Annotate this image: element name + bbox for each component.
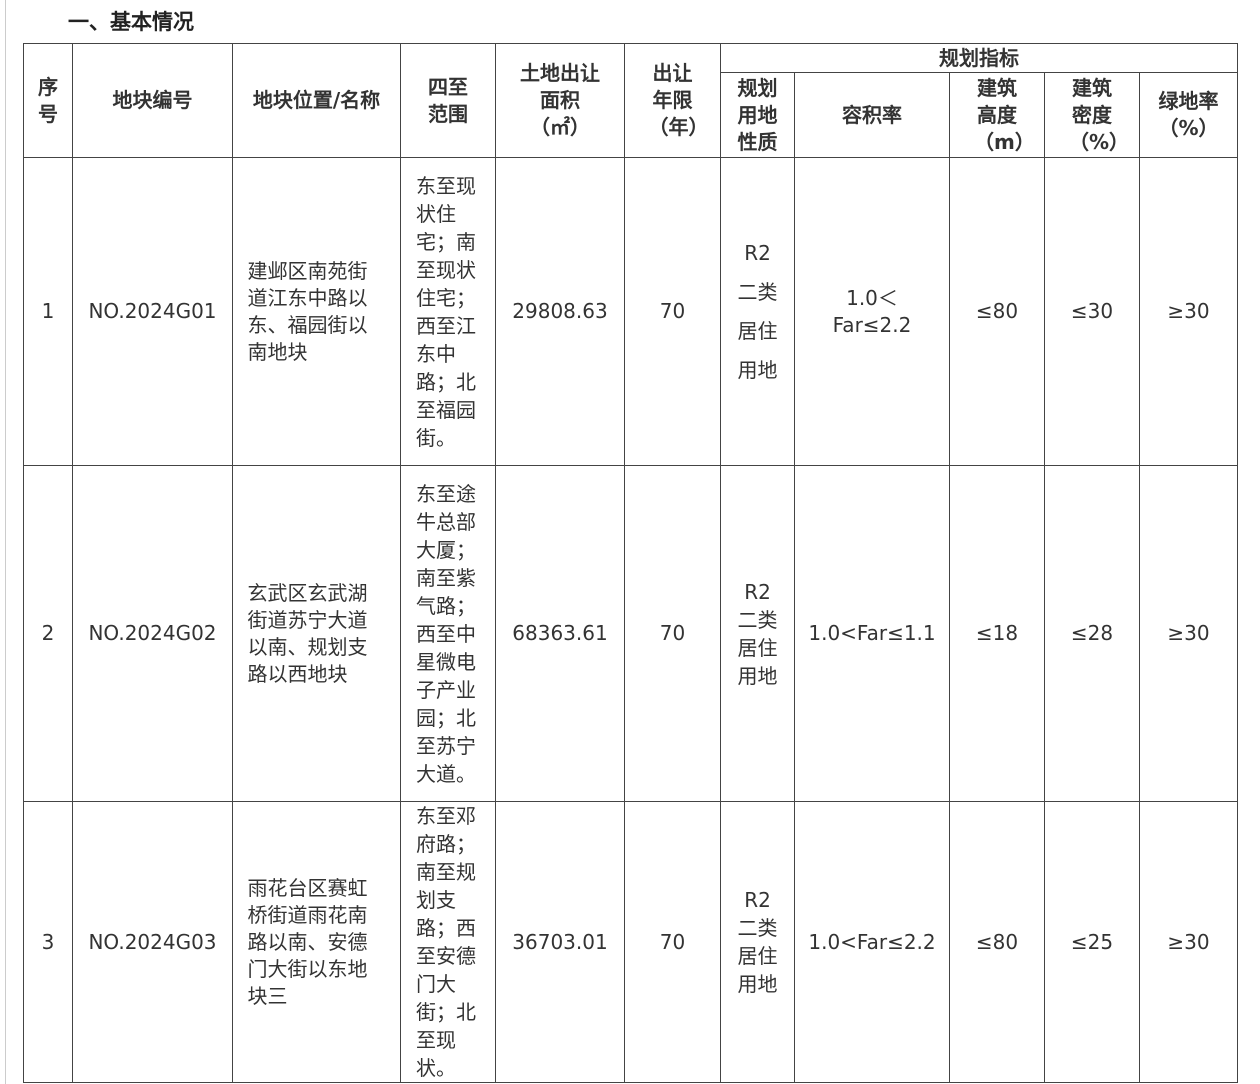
cell-code: NO.2024G03: [72, 801, 233, 1083]
cell-density-text: ≤28: [1070, 621, 1114, 645]
cell-density-text: ≤30: [1070, 299, 1114, 323]
cell-location: 建邺区南苑街道江东中路以东、福园街以南地块: [232, 157, 401, 466]
cell-height: ≤80: [949, 801, 1045, 1083]
cell-green-text: ≥30: [1167, 929, 1210, 954]
table-row: 2 NO.2024G02 玄武区玄武湖街道苏宁大道以南、规划支路以西地块 东至途牛总部…: [23, 465, 1238, 802]
cell-land-use-text: R2二类居住用地: [737, 240, 778, 382]
cell-green: ≥30: [1139, 157, 1238, 466]
cell-code-text: NO.2024G02: [88, 621, 217, 645]
cell-term-text: 70: [659, 621, 686, 645]
cell-area: 29808.63: [495, 157, 625, 466]
cell-green-text: ≥30: [1167, 299, 1210, 323]
cell-code: NO.2024G01: [72, 157, 233, 466]
cell-density: ≤30: [1044, 157, 1140, 466]
land-parcel-table: 序号 地块编号 地块位置/名称 四至范围 土地出让面积（㎡） 出让年限（年） 规…: [23, 43, 1238, 1083]
cell-height: ≤18: [949, 465, 1045, 802]
section-title: 一、基本情况: [68, 10, 194, 34]
cell-bounds: 东至途牛总部大厦；南至紫气路；西至中星微电子产业园；北至苏宁大道。: [400, 465, 496, 802]
cell-height: ≤80: [949, 157, 1045, 466]
cell-height-text: ≤80: [975, 299, 1019, 323]
cell-area-text: 29808.63: [512, 299, 608, 323]
cell-area-text: 68363.61: [512, 621, 608, 645]
cell-seq-text: 2: [41, 621, 55, 645]
header-planning: 规划指标: [720, 43, 1238, 73]
header-seq: 序号: [23, 43, 73, 158]
cell-term: 70: [624, 465, 721, 802]
cell-land-use-text: R2二类居住用地: [737, 579, 778, 688]
header-density: 建筑密度（%）: [1044, 72, 1140, 158]
cell-density-text: ≤25: [1070, 929, 1114, 954]
header-height: 建筑高度（m）: [949, 72, 1045, 158]
cell-green: ≥30: [1139, 465, 1238, 802]
cell-seq: 1: [23, 157, 73, 466]
cell-far: 1.0<Far≤1.1: [794, 465, 950, 802]
cell-far-text: 1.0<Far≤2.2: [808, 929, 936, 954]
cell-code: NO.2024G02: [72, 465, 233, 802]
cell-green-text: ≥30: [1167, 621, 1210, 645]
cell-land-use: R2二类居住用地: [720, 465, 795, 802]
cell-term-text: 70: [659, 929, 686, 954]
header-bounds: 四至范围: [400, 43, 496, 158]
cell-term-text: 70: [659, 299, 686, 323]
cell-height-text: ≤80: [975, 929, 1019, 954]
header-term: 出让年限（年）: [624, 43, 721, 158]
cell-term: 70: [624, 801, 721, 1083]
header-green: 绿地率（%）: [1139, 72, 1238, 158]
cell-far: 1.0＜Far≤2.2: [794, 157, 950, 466]
page-edge: [5, 0, 6, 1084]
cell-height-text: ≤18: [975, 621, 1019, 645]
cell-term: 70: [624, 157, 721, 466]
cell-code-text: NO.2024G03: [88, 929, 217, 954]
cell-area-text: 36703.01: [512, 929, 608, 954]
header-far: 容积率: [794, 72, 950, 158]
table-row: 1 NO.2024G01 建邺区南苑街道江东中路以东、福园街以南地块 东至现状住宅；南…: [23, 157, 1238, 466]
cell-land-use-text: R2二类居住用地: [737, 888, 778, 996]
cell-code-text: NO.2024G01: [88, 299, 217, 323]
table-row: 3 NO.2024G03 雨花台区赛虹桥街道雨花南路以南、安德门大街以东地块三 东至邓…: [23, 801, 1238, 1083]
cell-bounds-text: 东至途牛总部大厦；南至紫气路；西至中星微电子产业园；北至苏宁大道。: [416, 481, 476, 786]
cell-location: 玄武区玄武湖街道苏宁大道以南、规划支路以西地块: [232, 465, 401, 802]
cell-location: 雨花台区赛虹桥街道雨花南路以南、安德门大街以东地块三: [232, 801, 401, 1083]
cell-seq-text: 3: [41, 929, 55, 954]
cell-seq: 3: [23, 801, 73, 1083]
cell-far-text: 1.0<Far≤1.1: [808, 621, 936, 645]
cell-seq-text: 1: [41, 299, 55, 323]
cell-density: ≤25: [1044, 801, 1140, 1083]
cell-far: 1.0<Far≤2.2: [794, 801, 950, 1083]
cell-area: 68363.61: [495, 465, 625, 802]
cell-land-use: R2二类居住用地: [720, 801, 795, 1083]
cell-density: ≤28: [1044, 465, 1140, 802]
cell-seq: 2: [23, 465, 73, 802]
header-land-use: 规划用地性质: [720, 72, 795, 158]
cell-location-text: 建邺区南苑街道江东中路以东、福园街以南地块: [247, 258, 368, 364]
cell-location-text: 玄武区玄武湖街道苏宁大道以南、规划支路以西地块: [247, 580, 368, 686]
header-location: 地块位置/名称: [232, 43, 401, 158]
cell-land-use: R2二类居住用地: [720, 157, 795, 466]
cell-bounds-text: 东至现状住宅；南至现状住宅；西至江东中路；北至福园街。: [416, 173, 476, 450]
header-area: 土地出让面积（㎡）: [495, 43, 625, 158]
cell-bounds-text: 东至邓府路；南至规划支路；西至安德门大街；北至现状。: [416, 804, 476, 1080]
cell-green: ≥30: [1139, 801, 1238, 1083]
cell-bounds: 东至邓府路；南至规划支路；西至安德门大街；北至现状。: [400, 801, 496, 1083]
cell-far-text: 1.0＜Far≤2.2: [832, 285, 912, 337]
cell-area: 36703.01: [495, 801, 625, 1083]
header-code: 地块编号: [72, 43, 233, 158]
cell-location-text: 雨花台区赛虹桥街道雨花南路以南、安德门大街以东地块三: [247, 875, 368, 1008]
cell-bounds: 东至现状住宅；南至现状住宅；西至江东中路；北至福园街。: [400, 157, 496, 466]
